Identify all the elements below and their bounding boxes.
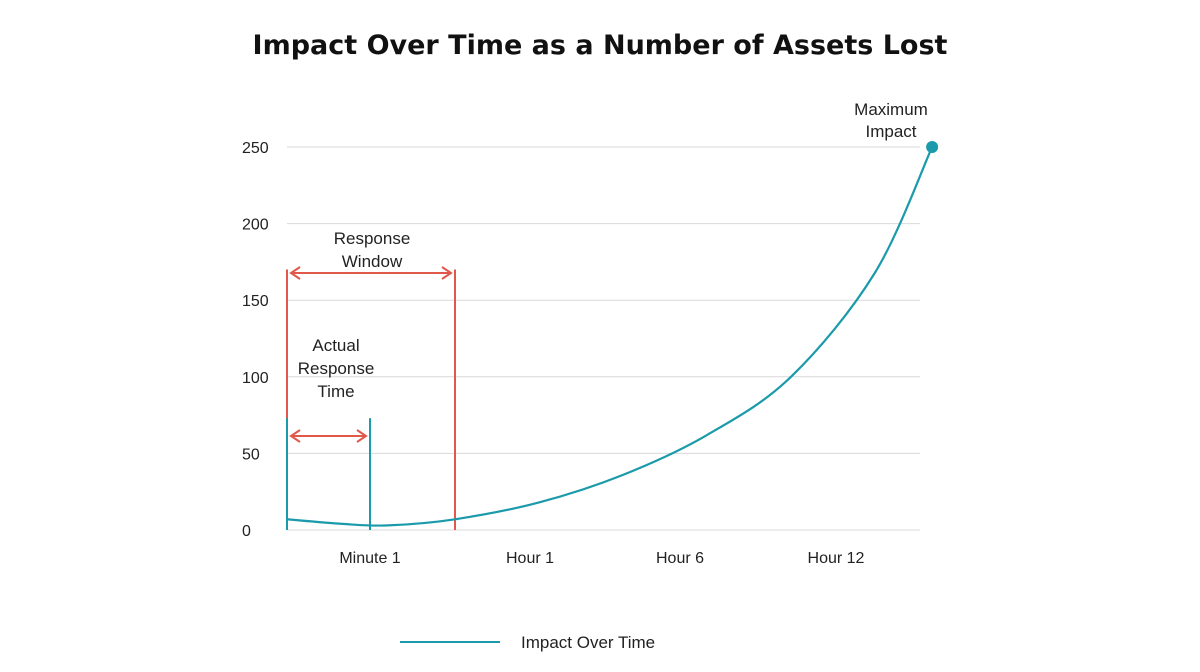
x-tick-label: Hour 1 xyxy=(506,550,554,567)
response-window-arrow xyxy=(289,266,453,280)
actual-response-time-label: Time xyxy=(317,382,354,401)
actual-response-time-label: Actual xyxy=(312,336,359,355)
y-tick-label: 100 xyxy=(242,370,269,387)
actual-response-time-arrow-head-right xyxy=(356,429,368,443)
annotations: Response Window Actual Response Time xyxy=(289,229,453,443)
chart-title: Impact Over Time as a Number of Assets L… xyxy=(253,30,948,61)
legend-label: Impact Over Time xyxy=(521,633,655,652)
y-tick-label: 200 xyxy=(242,217,269,234)
y-tick-label: 0 xyxy=(242,523,251,540)
actual-response-time-arrow-head-left xyxy=(289,429,301,443)
legend: Impact Over Time xyxy=(400,633,655,652)
actual-response-time-arrow xyxy=(289,429,368,443)
series-group xyxy=(286,146,934,527)
y-tick-label: 150 xyxy=(242,293,269,310)
x-tick-label: Hour 6 xyxy=(656,550,704,567)
grid xyxy=(287,146,920,531)
vertical-lines xyxy=(286,269,456,530)
series-line-impact-over-time xyxy=(286,146,934,527)
maximum-impact-label: Impact xyxy=(865,122,916,141)
x-axis-ticks: Minute 1 Hour 1 Hour 6 Hour 12 xyxy=(339,550,864,567)
response-window-label: Window xyxy=(342,252,403,271)
actual-response-time-label: Response xyxy=(298,359,375,378)
x-tick-label: Hour 12 xyxy=(808,550,865,567)
markers: Maximum Impact xyxy=(854,100,939,153)
y-tick-label: 250 xyxy=(242,140,269,157)
response-window-label: Response xyxy=(334,229,411,248)
response-window-arrow-head-right xyxy=(441,266,453,280)
y-tick-label: 50 xyxy=(242,446,260,463)
x-tick-label: Minute 1 xyxy=(339,550,400,567)
maximum-impact-point xyxy=(926,141,939,153)
maximum-impact-label: Maximum xyxy=(854,100,928,119)
y-axis-ticks: 0 50 100 150 200 250 xyxy=(242,140,269,540)
response-window-arrow-head-left xyxy=(289,266,301,280)
